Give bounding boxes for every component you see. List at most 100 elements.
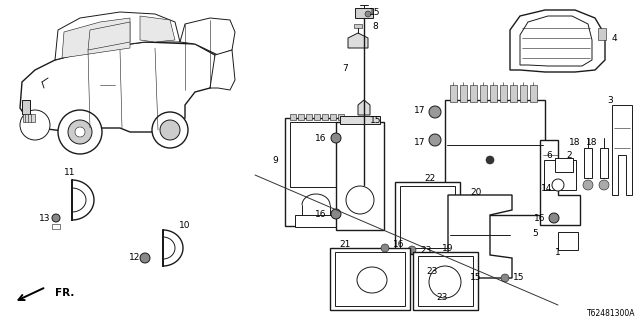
Text: 6: 6	[547, 150, 552, 159]
Circle shape	[140, 253, 150, 263]
Text: 16: 16	[393, 239, 404, 249]
Text: 23: 23	[420, 245, 431, 254]
Text: 16: 16	[314, 210, 326, 219]
Text: 7: 7	[342, 63, 348, 73]
Text: 11: 11	[64, 167, 76, 177]
Polygon shape	[180, 18, 235, 55]
Circle shape	[58, 110, 102, 154]
Bar	[395, 182, 460, 254]
Bar	[322, 114, 328, 120]
Polygon shape	[62, 18, 130, 58]
Bar	[445, 100, 545, 215]
Ellipse shape	[357, 267, 387, 293]
Bar	[544, 160, 576, 190]
Circle shape	[552, 179, 564, 191]
Bar	[354, 24, 362, 28]
Text: 8: 8	[372, 21, 378, 30]
Text: 9: 9	[272, 156, 278, 164]
Bar	[413, 252, 478, 310]
Text: 15: 15	[470, 274, 481, 283]
Polygon shape	[20, 42, 218, 132]
Polygon shape	[88, 22, 130, 50]
Bar	[510, 85, 517, 102]
Polygon shape	[540, 140, 580, 225]
Bar	[555, 158, 573, 172]
Bar	[335, 252, 405, 306]
Circle shape	[458, 274, 466, 282]
Circle shape	[583, 180, 593, 190]
Text: 15: 15	[370, 116, 381, 124]
Text: 17: 17	[413, 138, 425, 147]
Text: 18: 18	[568, 138, 580, 147]
Circle shape	[549, 213, 559, 223]
Bar	[290, 122, 342, 187]
Bar	[490, 85, 497, 102]
Circle shape	[429, 266, 461, 298]
Circle shape	[365, 11, 371, 17]
Circle shape	[152, 112, 188, 148]
Circle shape	[331, 209, 341, 219]
Bar	[52, 224, 60, 229]
Text: 4: 4	[611, 34, 617, 43]
Polygon shape	[140, 16, 175, 42]
Circle shape	[356, 124, 364, 132]
Bar	[295, 215, 340, 227]
Text: 15: 15	[513, 274, 525, 283]
Bar	[520, 85, 527, 102]
Bar	[500, 85, 507, 102]
Text: 15: 15	[369, 7, 381, 17]
Polygon shape	[356, 165, 372, 178]
Text: 14: 14	[541, 183, 552, 193]
Text: 16: 16	[314, 133, 326, 142]
Text: 19: 19	[442, 244, 454, 252]
Polygon shape	[520, 16, 592, 66]
Text: 23: 23	[436, 293, 447, 302]
Circle shape	[599, 180, 609, 190]
Text: 2: 2	[566, 150, 572, 159]
Bar	[330, 248, 410, 310]
Text: T62481300A: T62481300A	[586, 309, 635, 318]
Text: 16: 16	[534, 213, 545, 222]
Circle shape	[381, 244, 389, 252]
Polygon shape	[448, 195, 512, 278]
Text: 23: 23	[426, 268, 437, 276]
Text: FR.: FR.	[55, 288, 74, 298]
Bar	[330, 114, 336, 120]
Text: 18: 18	[586, 138, 597, 147]
Bar	[480, 85, 487, 102]
Polygon shape	[510, 10, 605, 72]
Bar	[290, 114, 296, 120]
Bar	[338, 114, 344, 120]
Circle shape	[501, 274, 509, 282]
Bar	[355, 8, 373, 18]
Text: 13: 13	[38, 213, 50, 222]
Text: 20: 20	[470, 188, 482, 196]
Text: 10: 10	[179, 220, 191, 229]
Polygon shape	[348, 33, 368, 48]
Text: 22: 22	[424, 173, 436, 182]
Bar	[418, 256, 473, 306]
Circle shape	[331, 133, 341, 143]
Bar	[598, 28, 606, 40]
Circle shape	[68, 120, 92, 144]
Circle shape	[429, 134, 441, 146]
Bar	[450, 85, 457, 102]
Text: 3: 3	[607, 95, 613, 105]
Bar	[584, 148, 592, 178]
Bar	[336, 122, 384, 230]
Bar	[285, 118, 347, 226]
Text: 1: 1	[555, 247, 561, 257]
Bar	[558, 232, 578, 250]
Circle shape	[424, 294, 432, 302]
Circle shape	[346, 186, 374, 214]
Circle shape	[20, 110, 50, 140]
Circle shape	[414, 268, 422, 276]
Text: 12: 12	[129, 253, 140, 262]
Circle shape	[429, 106, 441, 118]
Bar	[298, 114, 304, 120]
Polygon shape	[55, 12, 180, 60]
Text: 21: 21	[339, 239, 351, 249]
Text: 17: 17	[413, 106, 425, 115]
Circle shape	[408, 246, 416, 254]
Bar	[306, 114, 312, 120]
